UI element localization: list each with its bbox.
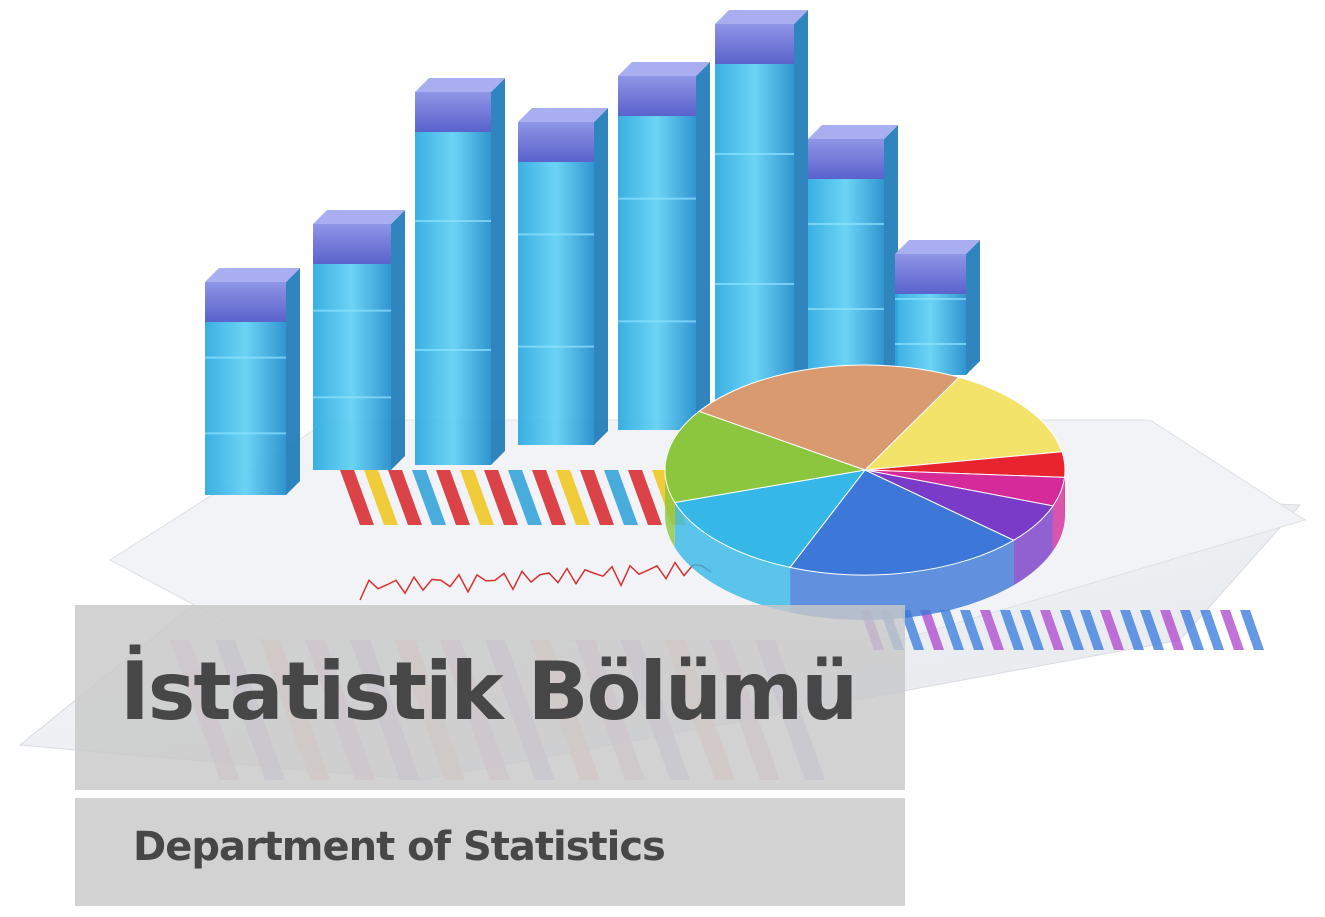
stripe <box>1220 610 1244 650</box>
bar-cap <box>415 92 491 132</box>
bar-cap <box>715 24 794 64</box>
bar-top <box>895 240 980 254</box>
pie-illustration <box>665 365 1065 620</box>
banner-subtitle: Department of Statistics <box>133 824 665 870</box>
bar-side <box>491 78 505 465</box>
bar-cap <box>313 224 391 264</box>
banner-title: İstatistik Bölümü <box>120 645 856 738</box>
bar-side <box>594 108 608 445</box>
bar-side <box>286 268 300 495</box>
bar-top <box>808 125 898 139</box>
stripe <box>1240 610 1264 650</box>
bar-front <box>415 92 491 465</box>
bar-top <box>618 62 710 76</box>
stripe <box>1200 610 1224 650</box>
bar-side <box>696 62 710 430</box>
bar-cap <box>518 122 594 162</box>
bar-side <box>794 10 808 400</box>
bar-top <box>518 108 608 122</box>
bar-front <box>715 24 794 400</box>
title-banner: İstatistik Bölümü <box>75 605 905 790</box>
subtitle-banner: Department of Statistics <box>75 798 905 906</box>
bar-cap <box>618 76 696 116</box>
bar-side <box>966 240 980 375</box>
bar-top <box>415 78 505 92</box>
bar-side <box>391 210 405 470</box>
bar-front <box>618 76 696 430</box>
bar-top <box>715 10 808 24</box>
bar-cap <box>895 254 966 294</box>
bar-cap <box>205 282 286 322</box>
illustration: İstatistik Bölümü Department of Statisti… <box>0 0 1325 917</box>
bar-cap <box>808 139 884 179</box>
bar-top <box>205 268 300 282</box>
bar-top <box>313 210 405 224</box>
bar-front <box>518 122 594 445</box>
